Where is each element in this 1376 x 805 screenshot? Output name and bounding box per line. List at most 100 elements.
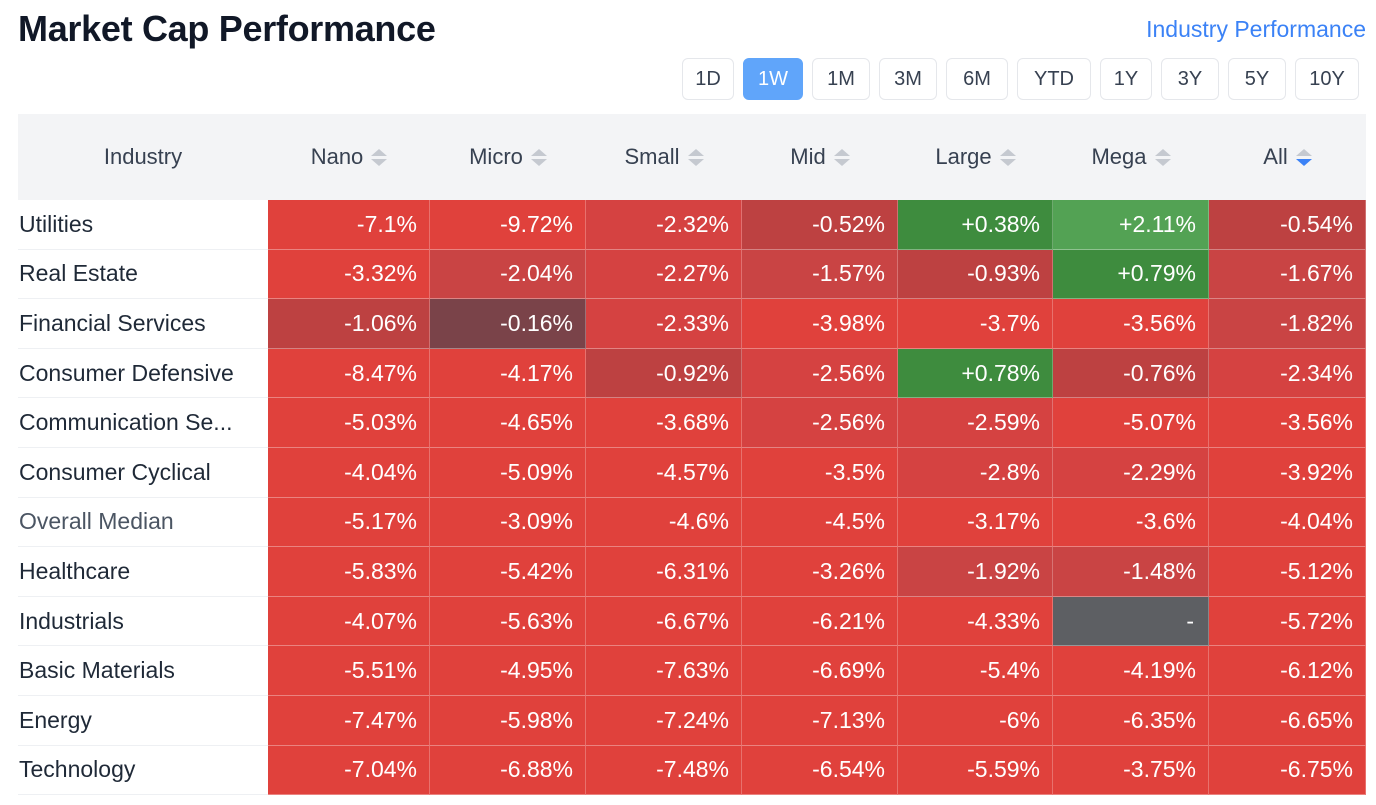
sort-up-icon — [833, 148, 850, 156]
table-row[interactable]: Consumer Cyclical -4.04% -5.09% -4.57% -3.5%… — [18, 447, 1366, 498]
value-cell-all: -6.65% — [1209, 695, 1366, 746]
industry-name[interactable]: Industrials — [18, 597, 268, 647]
column-label: Small — [624, 144, 680, 169]
column-header-nano[interactable]: Nano — [268, 114, 430, 200]
column-header-mid[interactable]: Mid — [742, 114, 898, 200]
sort-icon[interactable] — [999, 148, 1016, 166]
table-row[interactable]: Utilities -7.1% -9.72% -2.32% -0.52% +0.38% +2… — [18, 200, 1366, 250]
table-row[interactable]: Communication Se... -5.03% -4.65% -3.68% -2.… — [18, 398, 1366, 448]
sort-icon[interactable] — [833, 148, 850, 166]
value-cell-all: -5.72% — [1209, 596, 1366, 647]
table-header: Industry Nano Micro Small Mid Large Mega All — [18, 114, 1366, 200]
column-header-industry[interactable]: Industry — [18, 114, 268, 200]
table-row[interactable]: Technology -7.04% -6.88% -7.48% -6.54% -5.59%… — [18, 745, 1366, 796]
period-button-5y[interactable]: 5Y — [1228, 58, 1286, 100]
value-cell-micro: -3.09% — [430, 497, 586, 548]
value-cell-large: -5.59% — [898, 745, 1053, 796]
value-cell-small: -7.63% — [586, 646, 742, 696]
period-button-ytd[interactable]: YTD — [1017, 58, 1091, 100]
industry-name[interactable]: Consumer Defensive — [18, 349, 268, 399]
value-cell-mid: -7.13% — [742, 695, 898, 746]
period-button-6m[interactable]: 6M — [946, 58, 1008, 100]
period-button-3m[interactable]: 3M — [879, 58, 937, 100]
sort-icon[interactable] — [1295, 148, 1312, 166]
value-cell-large: -2.8% — [898, 447, 1053, 498]
value-cell-small: -6.31% — [586, 547, 742, 597]
value-cell-nano: -3.32% — [268, 249, 430, 300]
value-cell-mega: +2.11% — [1053, 200, 1209, 250]
value-cell-large: -2.59% — [898, 398, 1053, 448]
value-cell-large: -0.93% — [898, 249, 1053, 300]
value-cell-nano: -7.47% — [268, 695, 430, 746]
value-cell-mid: -6.54% — [742, 745, 898, 796]
table-row[interactable]: Basic Materials -5.51% -4.95% -7.63% -6.69% -… — [18, 646, 1366, 696]
column-label: Micro — [469, 144, 523, 169]
sort-down-icon — [371, 158, 388, 166]
industry-name[interactable]: Consumer Cyclical — [18, 448, 268, 498]
industry-name[interactable]: Real Estate — [18, 250, 268, 300]
value-cell-mid: -1.57% — [742, 249, 898, 300]
value-cell-mid: -3.98% — [742, 299, 898, 349]
column-header-large[interactable]: Large — [898, 114, 1053, 200]
column-header-content: Small — [624, 144, 704, 170]
value-cell-mid: -2.56% — [742, 348, 898, 399]
value-cell-small: -7.48% — [586, 745, 742, 796]
sort-icon[interactable] — [371, 148, 388, 166]
value-cell-all: -3.92% — [1209, 447, 1366, 498]
column-header-small[interactable]: Small — [586, 114, 742, 200]
value-cell-nano: -7.1% — [268, 200, 430, 250]
performance-table: Industry Nano Micro Small Mid Large Mega All Ut… — [18, 114, 1366, 796]
sort-down-icon — [1295, 158, 1312, 166]
value-cell-large: +0.38% — [898, 200, 1053, 250]
column-header-mega[interactable]: Mega — [1053, 114, 1209, 200]
column-header-content: Mid — [790, 144, 850, 170]
column-label: Large — [935, 144, 992, 169]
period-button-1d[interactable]: 1D — [682, 58, 734, 100]
sort-icon[interactable] — [530, 148, 547, 166]
industry-name[interactable]: Technology — [18, 746, 268, 796]
value-cell-mega: +0.79% — [1053, 249, 1209, 300]
table-row[interactable]: Financial Services -1.06% -0.16% -2.33% -3.9… — [18, 299, 1366, 349]
period-button-1m[interactable]: 1M — [812, 58, 870, 100]
value-cell-all: -4.04% — [1209, 497, 1366, 548]
column-header-content: All — [1263, 144, 1312, 170]
industry-performance-link[interactable]: Industry Performance — [1146, 16, 1366, 42]
sort-up-icon — [371, 148, 388, 156]
table-row[interactable]: Consumer Defensive -8.47% -4.17% -0.92% -2.5… — [18, 348, 1366, 399]
industry-name[interactable]: Energy — [18, 696, 268, 746]
period-button-1y[interactable]: 1Y — [1100, 58, 1152, 100]
value-cell-large: -3.7% — [898, 299, 1053, 349]
table-row[interactable]: Overall Median -5.17% -3.09% -4.6% -4.5% -3.1… — [18, 497, 1366, 548]
industry-name[interactable]: Communication Se... — [18, 398, 268, 448]
value-cell-small: -4.6% — [586, 497, 742, 548]
industry-name[interactable]: Utilities — [18, 200, 268, 250]
value-cell-micro: -5.42% — [430, 547, 586, 597]
table-row[interactable]: Real Estate -3.32% -2.04% -2.27% -1.57% -0.93… — [18, 249, 1366, 300]
industry-name[interactable]: Healthcare — [18, 547, 268, 597]
column-header-content: Large — [935, 144, 1016, 170]
period-button-3y[interactable]: 3Y — [1161, 58, 1219, 100]
value-cell-mega: -4.19% — [1053, 646, 1209, 696]
value-cell-micro: -6.88% — [430, 745, 586, 796]
table-row[interactable]: Energy -7.47% -5.98% -7.24% -7.13% -6% -6.35% -… — [18, 695, 1366, 746]
sort-down-icon — [687, 158, 704, 166]
value-cell-large: +0.78% — [898, 348, 1053, 399]
column-header-all[interactable]: All — [1209, 114, 1366, 200]
value-cell-mega: -3.56% — [1053, 299, 1209, 349]
value-cell-mid: -6.21% — [742, 596, 898, 647]
value-cell-small: -2.27% — [586, 249, 742, 300]
period-button-1w[interactable]: 1W — [743, 58, 803, 100]
period-button-10y[interactable]: 10Y — [1295, 58, 1359, 100]
column-header-micro[interactable]: Micro — [430, 114, 586, 200]
value-cell-small: -7.24% — [586, 695, 742, 746]
industry-name[interactable]: Basic Materials — [18, 646, 268, 696]
sort-down-icon — [999, 158, 1016, 166]
sort-icon[interactable] — [1154, 148, 1171, 166]
industry-name[interactable]: Overall Median — [18, 498, 268, 548]
industry-name[interactable]: Financial Services — [18, 299, 268, 349]
value-cell-mega: -3.75% — [1053, 745, 1209, 796]
table-row[interactable]: Industrials -4.07% -5.63% -6.67% -6.21% -4.33… — [18, 596, 1366, 647]
sort-icon[interactable] — [687, 148, 704, 166]
column-label: Mega — [1091, 144, 1147, 169]
table-row[interactable]: Healthcare -5.83% -5.42% -6.31% -3.26% -1.92%… — [18, 547, 1366, 597]
